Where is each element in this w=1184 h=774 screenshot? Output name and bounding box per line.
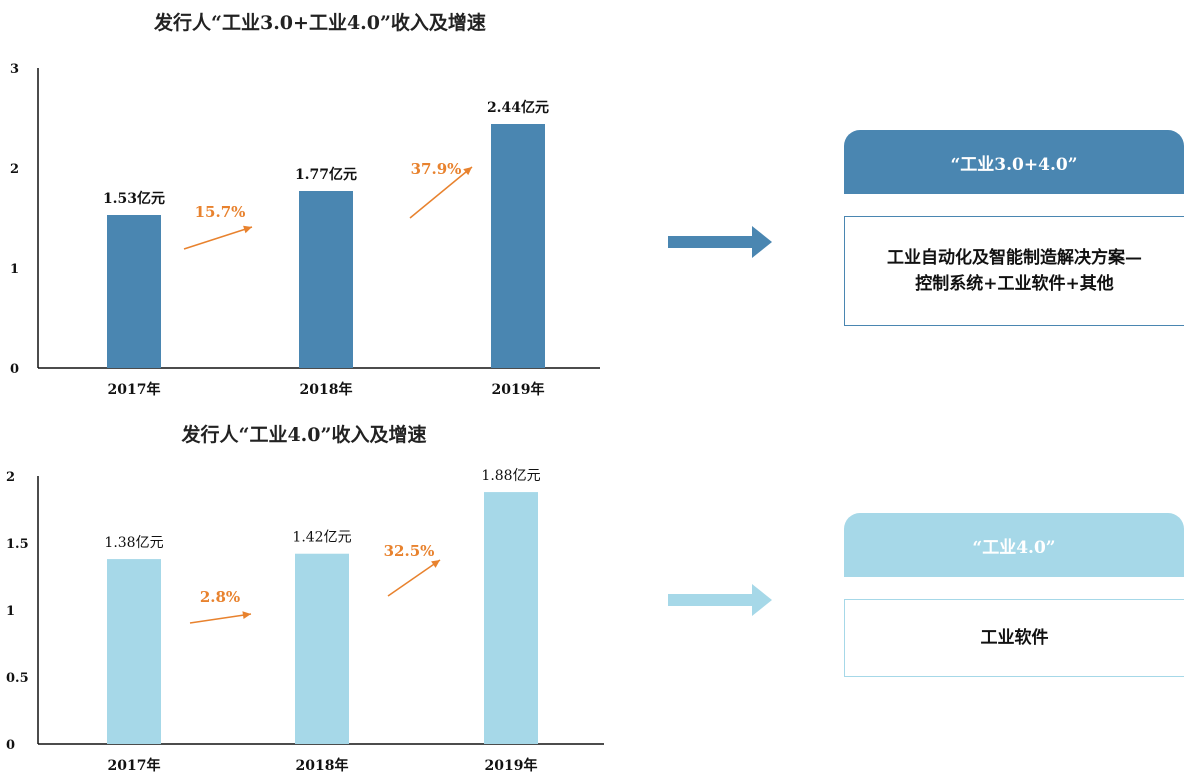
bar [484, 492, 538, 744]
segment-card: “工业4.0” 工业软件 [844, 513, 1184, 677]
data-label: 1.53亿元 [103, 190, 165, 207]
arrow-right-icon [668, 226, 772, 258]
x-tick-label: 2018年 [300, 381, 353, 398]
y-tick-label: 1 [6, 604, 15, 619]
x-tick-label: 2017年 [108, 381, 161, 398]
bar-chart-1: 0 1 2 3 1.53亿元 2017年 1.77亿元 2018年 2.44亿元 2019年 15.… [10, 62, 600, 398]
growth-label: 15.7% [195, 203, 246, 221]
bar-chart-2: 0 0.5 1 1.5 2 1.38亿元 2017年 1.42亿元 2018年 1.88亿元 201… [6, 468, 604, 774]
card-body-line: 控制系统+工业软件+其他 [915, 274, 1114, 294]
growth-arrow-head [243, 225, 252, 234]
data-label: 1.88亿元 [481, 468, 540, 484]
card-body: 工业自动化及智能制造解决方案— 控制系统+工业软件+其他 [844, 216, 1184, 326]
y-tick-label: 3 [10, 62, 19, 77]
growth-arrow-head [463, 167, 472, 176]
bar [107, 215, 161, 368]
x-tick-label: 2017年 [108, 757, 161, 774]
bar [299, 191, 353, 368]
card-header: “工业4.0” [844, 513, 1184, 577]
growth-arrow-head [431, 560, 440, 568]
growth-label: 32.5% [384, 542, 435, 560]
arrow-right-icon [668, 584, 772, 616]
y-tick-label: 2 [10, 162, 19, 177]
y-tick-label: 0 [10, 362, 19, 377]
bar [295, 553, 349, 744]
data-label: 2.44亿元 [487, 99, 549, 116]
x-tick-label: 2019年 [485, 757, 538, 774]
growth-arrow-line [189, 613, 252, 624]
y-tick-label: 0.5 [6, 671, 29, 686]
bar [107, 559, 161, 744]
y-tick-label: 1.5 [6, 537, 29, 552]
y-tick-label: 0 [6, 738, 15, 753]
growth-label: 37.9% [411, 160, 462, 178]
growth-arrow-line [387, 559, 441, 597]
y-tick-label: 1 [10, 262, 19, 277]
growth-arrow-line [409, 166, 473, 219]
card-body-line: 工业软件 [980, 628, 1049, 648]
y-tick-label: 2 [6, 470, 15, 485]
growth-arrow-head [242, 611, 251, 620]
bar [491, 124, 545, 368]
growth-label: 2.8% [200, 588, 240, 606]
data-label: 1.77亿元 [295, 166, 357, 183]
chart-title: 发行人“工业3.0+工业4.0”收入及增速 [154, 12, 486, 34]
chart-title: 发行人“工业4.0”收入及增速 [181, 424, 427, 446]
data-label: 1.38亿元 [104, 535, 163, 551]
x-tick-label: 2019年 [492, 381, 545, 398]
segment-card: “工业3.0+4.0” 工业自动化及智能制造解决方案— 控制系统+工业软件+其他 [844, 130, 1184, 326]
card-header: “工业3.0+4.0” [844, 130, 1184, 194]
growth-arrow-line [183, 226, 253, 250]
card-body-line: 工业自动化及智能制造解决方案— [887, 248, 1142, 268]
data-label: 1.42亿元 [292, 530, 351, 546]
x-tick-label: 2018年 [296, 757, 349, 774]
card-body: 工业软件 [844, 599, 1184, 677]
